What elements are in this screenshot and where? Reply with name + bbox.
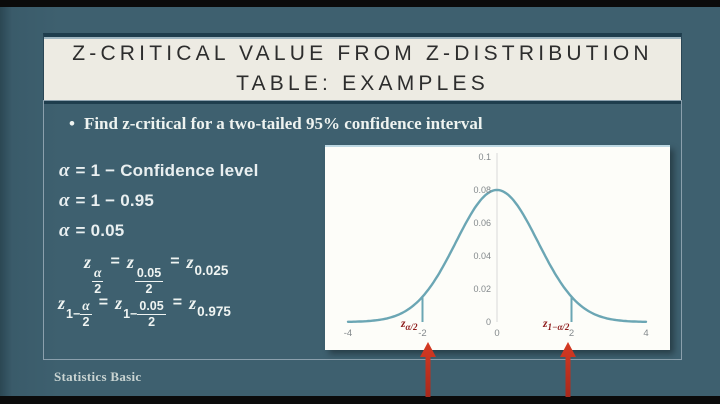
- equals-sign: =: [98, 294, 109, 312]
- svg-text:0.06: 0.06: [473, 218, 491, 228]
- svg-text:0: 0: [486, 317, 491, 327]
- subscript-fraction: 1− α 2: [66, 298, 92, 330]
- top-letterbox-bar: [0, 0, 720, 7]
- z-term: z: [126, 252, 134, 272]
- formula-line-zalpha2: z α 2 = z 0.05 2 = z0.025: [84, 252, 229, 296]
- bullet-item: • Find z-critical for a two-tailed 95% co…: [69, 114, 483, 134]
- bottom-letterbox-bar: [0, 396, 720, 404]
- marker-label-z-alpha-2: zα/2: [401, 318, 418, 332]
- equation-text: = 0.05: [75, 221, 125, 240]
- z-term: z: [189, 293, 197, 314]
- svg-text:-2: -2: [418, 328, 426, 339]
- alpha-equations: α = 1 − Confidence level α = 1 − 0.95 α = 0…: [59, 156, 259, 246]
- svg-text:0.04: 0.04: [473, 251, 491, 261]
- alpha-symbol: α: [59, 160, 70, 181]
- alpha-equation: α = 1 − Confidence level: [59, 156, 259, 186]
- alpha-equation: α = 0.05: [59, 216, 259, 246]
- equals-sign: =: [110, 253, 120, 270]
- svg-text:2: 2: [569, 328, 574, 339]
- svg-text:4: 4: [643, 328, 648, 339]
- svg-text:0.08: 0.08: [473, 185, 491, 195]
- marker-label-z-1-alpha-2: z1−α/2: [543, 318, 570, 332]
- chart-canvas: 0 0.02 0.04 0.06 0.08 0.1 -4 -2 0 2 4: [344, 152, 649, 339]
- bullet-text: Find z-critical for a two-tailed 95% con…: [83, 114, 483, 133]
- red-arrow-icon: [560, 342, 576, 397]
- formula-line-z1minusalpha2: z 1− α 2 = z 1− 0.05 2 = z0.975: [58, 290, 231, 329]
- alpha-symbol: α: [59, 220, 70, 241]
- z-term: z: [84, 252, 92, 272]
- title-box: Z-CRITICAL VALUE FROM Z-DISTRIBUTION TAB…: [43, 33, 682, 104]
- svg-text:0.1: 0.1: [478, 152, 491, 162]
- z-term: z: [115, 293, 123, 314]
- equals-sign: =: [170, 253, 180, 270]
- z-term: z: [186, 252, 194, 272]
- equals-sign: =: [172, 294, 183, 312]
- bullet-icon: •: [69, 114, 75, 133]
- subscript-value: 0.025: [194, 263, 229, 278]
- alpha-equation: α = 1 − 0.95: [59, 186, 259, 216]
- z-term: z: [58, 293, 66, 314]
- subscript-fraction: 1− 0.05 2: [123, 298, 166, 329]
- svg-text:0: 0: [494, 328, 499, 339]
- footer-label: Statistics Basic: [54, 369, 142, 384]
- slide-title-line1: Z-CRITICAL VALUE FROM Z-DISTRIBUTION: [72, 41, 653, 65]
- svg-text:-4: -4: [344, 328, 352, 339]
- equation-text: = 1 − Confidence level: [75, 161, 259, 180]
- red-arrow-icon: [420, 342, 436, 397]
- svg-text:0.02: 0.02: [473, 284, 491, 294]
- subscript-value: 0.975: [197, 304, 231, 320]
- slide-title-line2: TABLE: EXAMPLES: [236, 71, 489, 95]
- subscript-fraction: 0.05 2: [134, 266, 164, 297]
- alpha-symbol: α: [59, 190, 70, 211]
- content-panel: [43, 100, 682, 360]
- equation-text: = 1 − 0.95: [75, 191, 155, 210]
- distribution-chart: 0 0.02 0.04 0.06 0.08 0.1 -4 -2 0 2 4 zα/2 z1−α/2: [325, 145, 670, 350]
